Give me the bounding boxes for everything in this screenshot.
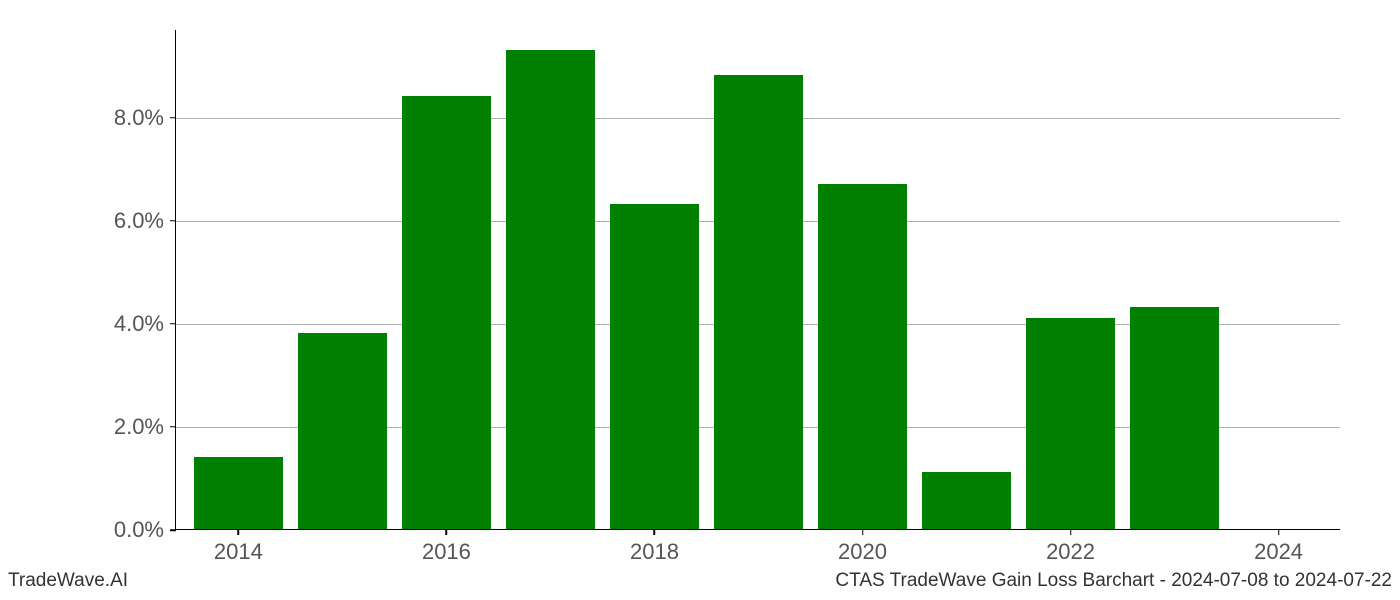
bar-2023	[1130, 307, 1218, 529]
xtick-mark	[862, 529, 864, 535]
bar-2016	[402, 96, 490, 529]
bar-2017	[506, 50, 594, 529]
ytick-label: 8.0%	[114, 105, 164, 131]
ytick-mark	[170, 117, 176, 119]
bar-2021	[922, 472, 1010, 529]
ytick-label: 2.0%	[114, 414, 164, 440]
ytick-mark	[170, 529, 176, 531]
ytick-mark	[170, 426, 176, 428]
ytick-mark	[170, 220, 176, 222]
xtick-mark	[654, 529, 656, 535]
bar-2019	[714, 75, 802, 529]
chart-area: 0.0%2.0%4.0%6.0%8.0%20142016201820202022…	[175, 30, 1340, 530]
xtick-label: 2022	[1046, 539, 1095, 565]
bar-2015	[298, 333, 386, 529]
xtick-label: 2018	[630, 539, 679, 565]
xtick-label: 2020	[838, 539, 887, 565]
ytick-mark	[170, 323, 176, 325]
xtick-label: 2014	[214, 539, 263, 565]
footer-right: CTAS TradeWave Gain Loss Barchart - 2024…	[835, 570, 1392, 592]
xtick-label: 2024	[1254, 539, 1303, 565]
bar-2020	[818, 184, 906, 529]
xtick-label: 2016	[422, 539, 471, 565]
ytick-label: 6.0%	[114, 208, 164, 234]
xtick-mark	[238, 529, 240, 535]
bar-2018	[610, 204, 698, 529]
footer-left: TradeWave.AI	[8, 570, 128, 592]
bar-2014	[194, 457, 282, 529]
xtick-mark	[446, 529, 448, 535]
ytick-label: 4.0%	[114, 311, 164, 337]
bar-2022	[1026, 318, 1114, 529]
xtick-mark	[1070, 529, 1072, 535]
plot-area: 0.0%2.0%4.0%6.0%8.0%20142016201820202022…	[175, 30, 1340, 530]
ytick-label: 0.0%	[114, 517, 164, 543]
xtick-mark	[1278, 529, 1280, 535]
